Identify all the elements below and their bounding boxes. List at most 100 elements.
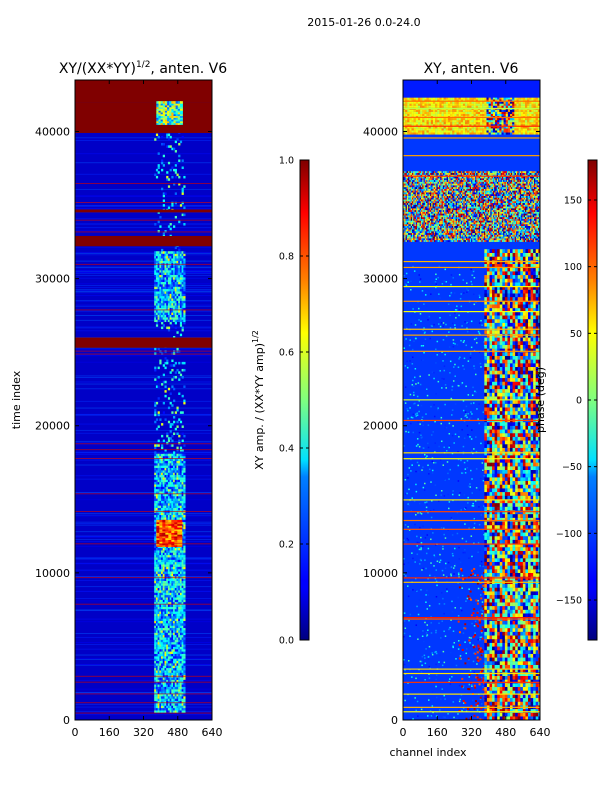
phase-heatmap-speckle — [426, 590, 428, 592]
amp-heatmap-cell — [178, 221, 180, 224]
phase-heatmap-speckle — [435, 349, 437, 351]
phase-heatmap-speckle — [410, 411, 412, 413]
phase-heatmap-speckle — [443, 322, 445, 324]
amp-ylabel: time index — [10, 370, 23, 429]
phase-heatmap-speckle — [418, 382, 420, 384]
phase-heatmap-speckle — [435, 679, 437, 681]
phase-heatmap-speckle — [412, 349, 414, 351]
phase-heatmap-speckle — [436, 675, 438, 677]
phase-heatmap-speckle — [476, 392, 478, 394]
amp-heatmap-flag-line — [75, 604, 212, 605]
phase-heatmap-speckle — [445, 563, 447, 565]
phase-heatmap-cell — [487, 702, 490, 706]
amp-heatmap-cell — [158, 444, 160, 447]
amp-heatmap-row — [75, 224, 212, 225]
phase-heatmap-speckle — [463, 410, 465, 412]
amp-heatmap-cell — [154, 367, 156, 370]
amp-heatmap-cell — [175, 371, 177, 374]
amp-heatmap-cell — [175, 327, 177, 330]
phase-heatmap-speckle — [438, 381, 440, 383]
amp-heatmap-cell — [170, 322, 172, 325]
phase-heatmap-speckle — [474, 625, 476, 627]
phase-heatmap-speckle — [444, 495, 446, 497]
amp-heatmap-cell — [183, 593, 185, 596]
phase-heatmap-speckle — [435, 281, 437, 283]
phase-heatmap-speckle — [451, 389, 453, 391]
phase-heatmap-speckle — [436, 653, 438, 655]
amp-heatmap-row — [75, 290, 212, 291]
phase-heatmap-speckle — [458, 621, 460, 623]
phase-heatmap-speckle — [458, 480, 460, 482]
amp-heatmap-cell — [183, 489, 185, 492]
phase-heatmap-speckle — [482, 327, 484, 329]
amp-heatmap-cell — [183, 618, 185, 621]
phase-heatmap-speckle — [473, 274, 475, 276]
phase-heatmap-speckle — [429, 316, 431, 318]
amp-heatmap-cell — [161, 249, 163, 252]
phase-heatmap-speckle — [419, 423, 421, 425]
phase-heatmap-cell — [484, 698, 487, 702]
phase-heatmap-speckle — [448, 508, 450, 510]
phase-heatmap-cell — [484, 713, 487, 717]
phase-heatmap-speckle — [466, 541, 468, 543]
amp-heatmap-cell — [158, 411, 160, 414]
amp-heatmap-row — [75, 300, 212, 301]
amp-heatmap-row — [75, 153, 212, 154]
amp-heatmap-cell — [183, 614, 185, 617]
phase-heatmap-speckle — [430, 527, 432, 529]
amp-heatmap-cell — [166, 435, 168, 438]
amp-heatmap-cell — [183, 569, 185, 572]
phase-heatmap-cell — [505, 713, 508, 717]
amp-heatmap-cell — [178, 440, 180, 443]
amp-heatmap-cell — [158, 385, 160, 388]
phase-heatmap-speckle — [430, 562, 432, 564]
phase-heatmap-speckle — [411, 676, 413, 678]
phase-heatmap-speckle — [413, 414, 415, 416]
amp-heatmap-cell — [183, 595, 185, 598]
amp-heatmap-cell — [158, 376, 160, 379]
phase-heatmap-speckle — [483, 411, 485, 413]
amp-heatmap-cell — [159, 362, 161, 365]
amp-heatmap-row — [75, 444, 212, 445]
phase-heatmap-speckle — [458, 315, 460, 317]
phase-heatmap-speckle — [464, 623, 466, 625]
phase-heatmap-cell — [505, 698, 508, 702]
amp-heatmap-row — [75, 270, 212, 271]
amp-heatmap-row — [75, 452, 212, 453]
amp-heatmap-cell — [176, 407, 178, 410]
phase-heatmap-speckle — [457, 597, 459, 599]
phase-heatmap-speckle — [454, 565, 456, 567]
amp-heatmap-cell — [180, 141, 182, 144]
phase-heatmap-speckle — [480, 550, 482, 552]
amp-heatmap-cell — [175, 169, 177, 172]
amp-heatmap-cell — [178, 418, 180, 421]
amp-heatmap-flag-line — [75, 443, 212, 444]
amp-heatmap-cell — [171, 423, 173, 426]
phase-heatmap-speckle — [477, 552, 479, 554]
phase-heatmap-speckle — [431, 517, 433, 519]
amp-heatmap-row — [75, 206, 212, 207]
phase-heatmap-speckle — [478, 423, 480, 425]
phase-heatmap-speckle — [434, 554, 436, 556]
phase-heatmap-speckle — [424, 657, 426, 659]
amp-heatmap-cell — [183, 642, 185, 645]
amp-heatmap-cell — [176, 331, 178, 334]
phase-heatmap-speckle — [467, 595, 469, 597]
phase-heatmap-speckle — [421, 671, 423, 673]
phase-heatmap-speckle — [423, 487, 425, 489]
phase-heatmap-speckle — [472, 387, 474, 389]
phase-heatmap-cell — [510, 713, 513, 717]
phase-heatmap-speckle — [448, 447, 450, 449]
amp-heatmap-row — [75, 515, 212, 516]
phase-heatmap-speckle — [413, 385, 415, 387]
amp-heatmap-cell — [154, 451, 156, 454]
phase-heatmap-cell — [487, 713, 490, 717]
phase-heatmap-cell — [502, 713, 505, 717]
phase-heatmap-speckle — [459, 586, 461, 588]
phase-heatmap-speckle — [460, 298, 462, 300]
phase-heatmap-speckle — [459, 699, 461, 701]
phase-heatmap-speckle — [482, 610, 484, 612]
phase-heatmap-speckle — [472, 700, 474, 702]
phase-heatmap-speckle — [437, 409, 439, 411]
